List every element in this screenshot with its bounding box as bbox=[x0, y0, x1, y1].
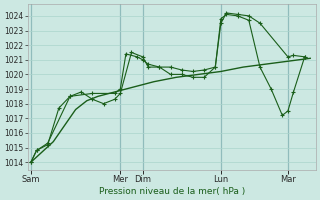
X-axis label: Pression niveau de la mer( hPa ): Pression niveau de la mer( hPa ) bbox=[99, 187, 245, 196]
